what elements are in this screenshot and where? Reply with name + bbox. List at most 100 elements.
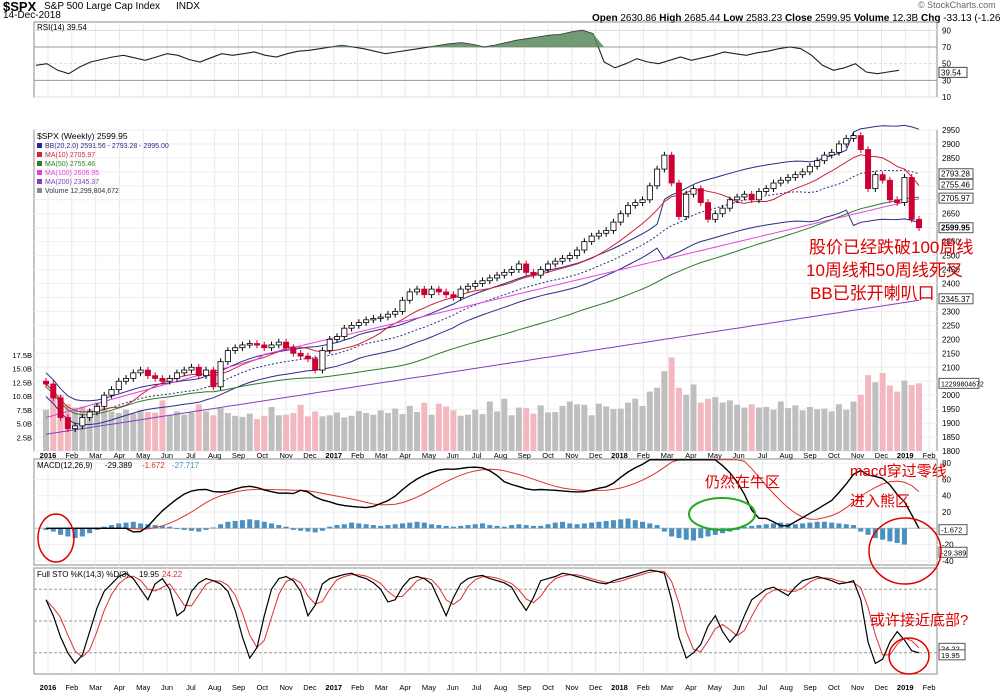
rsi-title: RSI(14) 39.54 [37,23,87,32]
volume-bar [479,414,486,451]
candle-body [617,213,624,223]
macd-hist-bar [494,525,500,529]
volume-bar [654,387,661,451]
macd-hist-bar [378,525,384,529]
candle-body [312,358,319,371]
candle-body [872,174,879,190]
macd-hist-bar [152,525,158,529]
candle-body [494,274,501,279]
volume-bar [486,401,493,451]
volume-bar [879,372,886,451]
volume-bar [712,397,719,451]
candle-body [370,318,377,321]
volume-bar [574,404,581,451]
sto-d-line [45,570,920,658]
macd-hist-bar [552,522,558,529]
legend-swatch [37,161,42,166]
close-value: 2599.95 [814,13,852,24]
macd-circle-right [868,517,942,585]
volume-bar [566,401,573,451]
candle-body [741,193,748,198]
volume-bar [755,407,762,451]
price-tick: 1850 [942,433,960,442]
x-label-2016: 2016 [40,451,57,460]
macd-hist-bar [516,524,522,529]
volume-value: 12.3B [892,13,919,24]
macd-hist-bar [661,528,667,532]
volume-bar [835,404,842,451]
price-tick: 2550 [942,238,960,247]
volume-bar [894,391,901,451]
volume-bar [399,414,406,451]
volume-bar [523,408,530,451]
candle-body [79,417,86,427]
sto-tag-box [938,649,966,661]
exchange-label: INDX [176,1,200,12]
sto-title: Full STO %K(14,3) %D(3) [37,570,129,579]
volume-bar [297,404,304,451]
legend-item: Volume 12,299,804,672 [45,188,119,195]
macd-hist-bar [225,521,231,529]
volume-bar [210,415,217,451]
macd-hist-bar [836,523,842,529]
candle-body [814,160,821,167]
candle-body [130,372,137,379]
candle-body [501,271,508,276]
bb-lower-line [45,209,920,425]
macd-hist-bar [218,524,224,529]
volume-bar [741,407,748,451]
candle-body [377,316,384,319]
macd-hist-bar [305,528,311,532]
volume-bar [443,406,450,451]
volume-bar [203,411,210,451]
candle-body [690,188,697,195]
macd-tag: -1.672 [941,526,962,535]
volume-bar [639,405,646,451]
candle-body [508,269,515,273]
volume-bar [625,402,631,451]
volume-bar [581,404,588,451]
macd-hist-bar [654,525,660,529]
volume-bar [86,409,93,451]
volume-bar [748,404,755,451]
x-label-bottom-Oct: Oct [828,683,841,692]
macd-hist-bar [538,525,544,529]
macd-hist-value: -27.717 [172,461,200,470]
candle-body [181,369,188,374]
macd-hist-bar [123,522,129,529]
macd-hist-bar [749,525,755,529]
volume-bar [508,415,515,451]
x-label-Feb: Feb [637,451,650,460]
volume-bar [472,409,479,451]
macd-hist-bar [465,525,471,529]
candle-body [857,135,864,150]
x-label-Jul: Jul [758,451,768,460]
candle-body [152,375,159,379]
candle-body [253,343,260,346]
x-label-Jun: Jun [447,451,459,460]
volume-bar [850,401,857,451]
candle-body [443,291,450,296]
candle-body [792,174,799,178]
macd-tick: 80 [942,459,951,468]
candle-body [297,352,304,357]
candle-body [770,182,777,190]
macd-hist-bar [203,528,209,530]
volume-bar [115,413,122,451]
candle-body [464,285,471,290]
macd-hist-bar [589,522,595,529]
macd-signal-value: -1.672 [142,461,165,470]
macd-hist-bar [43,528,49,530]
price-tag: 2793.28 [941,170,970,179]
macd-hist-bar [487,525,493,529]
high-value: 2685.44 [684,13,721,24]
volume-bar [886,385,893,451]
macd-hist-bar [821,521,827,529]
macd-hist-bar [407,522,413,529]
volume-bar [421,402,428,451]
candle-body [610,221,617,231]
price-tag: 2755.46 [941,180,970,189]
candle-body [734,196,741,201]
x-label-Oct: Oct [256,451,269,460]
volume-bar [246,413,253,451]
